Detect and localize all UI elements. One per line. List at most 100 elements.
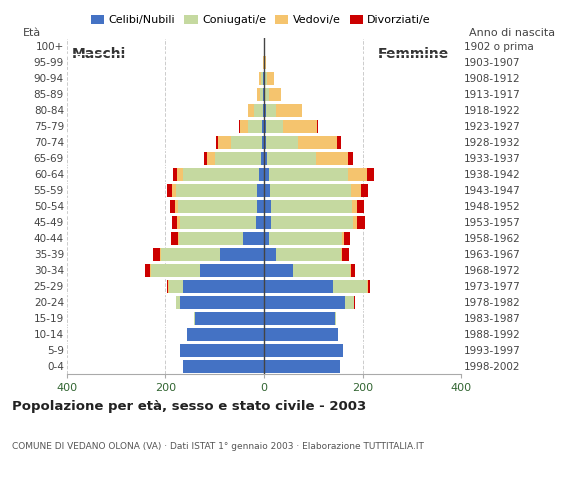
- Bar: [269, 88, 281, 101]
- Bar: [151, 264, 200, 277]
- Bar: [239, 120, 240, 133]
- Bar: [206, 152, 215, 165]
- Bar: [263, 104, 264, 117]
- Bar: [180, 296, 264, 309]
- Bar: [264, 216, 271, 229]
- Bar: [269, 168, 348, 181]
- Bar: [264, 328, 338, 341]
- Bar: [317, 120, 318, 133]
- Legend: Celibi/Nubili, Coniugati/e, Vedovi/e, Divorziati/e: Celibi/Nubili, Coniugati/e, Vedovi/e, Di…: [86, 11, 436, 30]
- Bar: [160, 248, 161, 261]
- Bar: [161, 248, 220, 261]
- Bar: [368, 168, 374, 181]
- Bar: [144, 264, 150, 277]
- Bar: [266, 136, 299, 149]
- Bar: [357, 216, 365, 229]
- Bar: [215, 152, 262, 165]
- Bar: [177, 168, 183, 181]
- Bar: [187, 328, 264, 341]
- Bar: [259, 168, 264, 181]
- Bar: [264, 232, 269, 245]
- Bar: [183, 280, 264, 293]
- Bar: [342, 248, 349, 261]
- Bar: [271, 216, 353, 229]
- Bar: [180, 344, 264, 357]
- Bar: [352, 200, 357, 213]
- Bar: [348, 168, 368, 181]
- Bar: [195, 312, 264, 325]
- Text: Età: Età: [23, 28, 42, 38]
- Bar: [200, 264, 264, 277]
- Bar: [240, 120, 248, 133]
- Bar: [177, 216, 180, 229]
- Bar: [299, 136, 337, 149]
- Bar: [264, 264, 293, 277]
- Bar: [361, 184, 368, 197]
- Bar: [176, 184, 257, 197]
- Text: Maschi: Maschi: [72, 48, 126, 61]
- Bar: [342, 232, 344, 245]
- Bar: [264, 280, 333, 293]
- Bar: [333, 280, 368, 293]
- Bar: [177, 232, 179, 245]
- Bar: [263, 56, 264, 69]
- Bar: [258, 200, 264, 213]
- Bar: [220, 248, 264, 261]
- Bar: [266, 88, 269, 101]
- Bar: [351, 184, 361, 197]
- Bar: [344, 232, 350, 245]
- Bar: [256, 216, 264, 229]
- Bar: [204, 152, 206, 165]
- Bar: [276, 248, 341, 261]
- Bar: [179, 232, 243, 245]
- Bar: [368, 280, 370, 293]
- Text: Femmine: Femmine: [378, 48, 448, 61]
- Bar: [335, 312, 336, 325]
- Bar: [345, 296, 354, 309]
- Bar: [243, 232, 264, 245]
- Bar: [264, 200, 271, 213]
- Bar: [260, 88, 263, 101]
- Bar: [183, 360, 264, 373]
- Bar: [175, 200, 177, 213]
- Bar: [293, 264, 350, 277]
- Bar: [264, 120, 266, 133]
- Bar: [264, 104, 266, 117]
- Bar: [258, 88, 260, 101]
- Bar: [177, 200, 258, 213]
- Bar: [171, 200, 175, 213]
- Bar: [264, 72, 266, 85]
- Bar: [269, 232, 342, 245]
- Bar: [266, 72, 267, 85]
- Bar: [262, 152, 264, 165]
- Bar: [266, 120, 283, 133]
- Bar: [248, 104, 254, 117]
- Bar: [270, 184, 351, 197]
- Bar: [180, 216, 256, 229]
- Bar: [167, 280, 168, 293]
- Bar: [276, 104, 302, 117]
- Bar: [348, 152, 353, 165]
- Bar: [259, 72, 262, 85]
- Bar: [264, 296, 345, 309]
- Bar: [283, 120, 317, 133]
- Bar: [351, 264, 355, 277]
- Bar: [264, 88, 266, 101]
- Bar: [150, 264, 151, 277]
- Bar: [216, 136, 218, 149]
- Bar: [357, 200, 364, 213]
- Bar: [183, 168, 259, 181]
- Bar: [218, 136, 231, 149]
- Bar: [231, 136, 262, 149]
- Bar: [264, 360, 340, 373]
- Bar: [264, 344, 343, 357]
- Bar: [153, 248, 160, 261]
- Text: Anno di nascita: Anno di nascita: [469, 28, 555, 38]
- Bar: [353, 216, 357, 229]
- Text: Popolazione per età, sesso e stato civile - 2003: Popolazione per età, sesso e stato civil…: [12, 400, 366, 413]
- Text: COMUNE DI VEDANO OLONA (VA) · Dati ISTAT 1° gennaio 2003 · Elaborazione TUTTITAL: COMUNE DI VEDANO OLONA (VA) · Dati ISTAT…: [12, 442, 423, 451]
- Bar: [176, 296, 180, 309]
- Bar: [171, 232, 177, 245]
- Bar: [173, 168, 177, 181]
- Bar: [341, 248, 342, 261]
